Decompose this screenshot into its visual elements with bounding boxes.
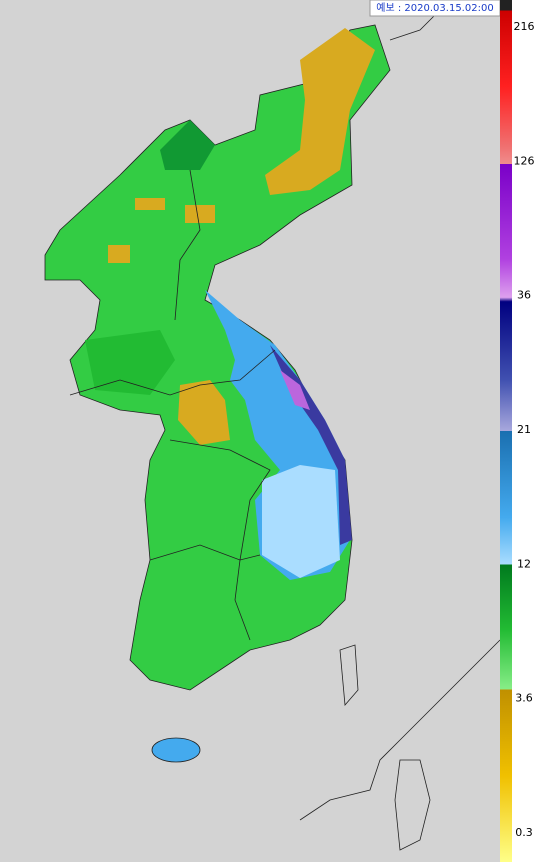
land (44, 24, 391, 763)
green-area (85, 330, 175, 395)
jeju-island (151, 737, 201, 763)
yellow-area-north (265, 28, 375, 195)
border-line (149, 544, 251, 641)
scale-label: 3.6 (515, 692, 533, 705)
yellow-area-center (178, 380, 230, 445)
forecast-label: 예보 : 2020.03.15.02:00 (376, 2, 493, 14)
navy-band (270, 345, 352, 545)
cyan-area (262, 465, 340, 578)
border-line (174, 169, 201, 321)
dark-green-area (160, 120, 215, 170)
yellow-patch (135, 198, 165, 210)
border-line (169, 439, 271, 561)
color-scale (500, 0, 512, 862)
purple-patch (280, 370, 310, 410)
scale-label: 126 (514, 154, 535, 167)
scale-label: 216 (514, 20, 535, 33)
scale-label: 0.3 (515, 826, 533, 839)
yellow-patch (185, 205, 215, 223)
coastline (394, 759, 431, 851)
scale-label: 36 (517, 289, 531, 302)
yellow-patch (108, 245, 130, 263)
scale-label: 12 (517, 557, 531, 570)
island-outline (339, 644, 359, 706)
scale-ticks: 216 126 36 21 12 3.6 0.3 (514, 20, 535, 839)
scale-label: 21 (517, 423, 531, 436)
coastline (299, 639, 501, 821)
borders (69, 0, 501, 851)
border-line (69, 349, 276, 396)
scale-label-area (512, 0, 536, 862)
